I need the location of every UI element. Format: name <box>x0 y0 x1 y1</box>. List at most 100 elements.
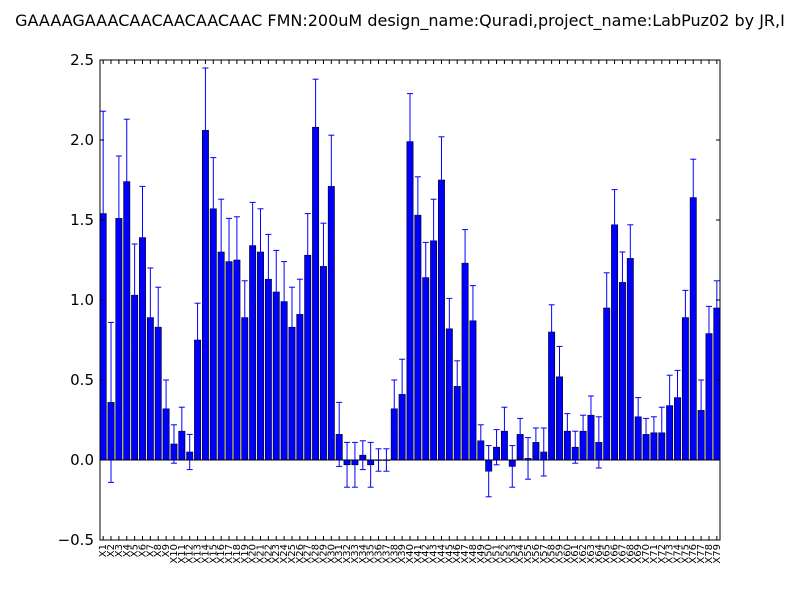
x-tick-label: X35 <box>366 544 377 564</box>
error-bar-X10 <box>170 424 177 464</box>
y-tick-label: −0.5 <box>58 531 94 549</box>
error-bar-X44 <box>438 136 445 224</box>
x-tick-label: X16 <box>216 544 227 564</box>
error-bar-X39 <box>399 358 406 431</box>
x-tick-label: X38 <box>389 544 400 564</box>
x-tick-label: X47 <box>460 544 471 564</box>
x-tick-label: X51 <box>492 544 503 564</box>
error-bar-X49 <box>477 424 484 458</box>
y-axis-ticks: −0.5 0.0 0.5 1.0 1.5 2.0 2.5 <box>58 51 720 549</box>
x-tick-label: X52 <box>499 544 510 564</box>
x-tick-label: X56 <box>531 544 542 564</box>
x-tick-label: X11 <box>177 544 188 564</box>
error-bar-X52 <box>501 406 508 456</box>
x-tick-label: X25 <box>287 544 298 564</box>
x-tick-label: X22 <box>263 544 274 564</box>
x-tick-label: X39 <box>397 544 408 564</box>
x-tick-label: X4 <box>122 544 133 557</box>
bar-X28 <box>312 126 320 461</box>
x-tick-label: X27 <box>303 544 314 564</box>
x-tick-label: X71 <box>649 544 660 564</box>
x-tick-label: X70 <box>641 544 652 564</box>
x-tick-label: X20 <box>248 544 259 564</box>
x-tick-label: X45 <box>444 544 455 564</box>
error-bar-X25 <box>288 286 295 368</box>
error-bar-X21 <box>257 208 264 296</box>
x-tick-label: X46 <box>452 544 463 564</box>
x-tick-label: X65 <box>602 544 613 564</box>
error-bar-X12 <box>186 433 193 471</box>
error-bar-X23 <box>273 249 280 335</box>
x-tick-label: X55 <box>523 544 534 564</box>
y-tick-label: 1.5 <box>70 211 94 229</box>
x-tick-label: X18 <box>232 544 243 564</box>
error-bar-X17 <box>226 217 233 306</box>
error-bar-X71 <box>650 416 657 450</box>
x-tick-label: X30 <box>326 544 337 564</box>
error-bar-X29 <box>320 222 327 311</box>
error-bar-X64 <box>595 416 602 469</box>
x-tick-label: X9 <box>161 544 172 557</box>
error-bar-X22 <box>265 233 272 325</box>
x-tick-label: X2 <box>106 544 117 557</box>
x-tick-label: X60 <box>562 544 573 564</box>
error-bar-X60 <box>564 413 571 450</box>
x-tick-label: X64 <box>594 544 605 564</box>
error-bar-X15 <box>210 157 217 261</box>
error-bar-X63 <box>587 395 594 435</box>
error-bar-X5 <box>131 243 138 347</box>
error-bar-X1 <box>100 110 107 317</box>
x-tick-label: X19 <box>240 544 251 564</box>
error-bar-X38 <box>391 379 398 439</box>
x-tick-label: X37 <box>381 544 392 564</box>
error-bar-X42 <box>422 241 429 314</box>
error-bars-layer <box>100 67 720 498</box>
error-bar-X73 <box>666 374 673 437</box>
x-tick-label: X57 <box>539 544 550 564</box>
error-bar-X6 <box>139 185 146 290</box>
error-bar-X75 <box>682 289 689 346</box>
x-tick-label: X36 <box>374 544 385 564</box>
error-bar-X59 <box>556 345 563 408</box>
x-tick-label: X42 <box>421 544 432 564</box>
error-bar-X40 <box>407 93 413 191</box>
x-tick-label: X61 <box>570 544 581 564</box>
x-tick-label: X76 <box>688 544 699 564</box>
error-bar-X2 <box>108 321 115 483</box>
error-bar-X55 <box>525 437 532 480</box>
x-tick-label: X72 <box>657 544 668 564</box>
error-bar-X28 <box>312 78 319 176</box>
x-tick-label: X63 <box>586 544 597 564</box>
y-tick-label: 0.5 <box>70 371 94 389</box>
error-bar-X45 <box>446 297 453 360</box>
x-tick-label: X13 <box>193 544 204 564</box>
error-bar-X24 <box>281 261 288 343</box>
x-tick-label: X23 <box>271 544 282 564</box>
error-bar-X77 <box>698 379 705 442</box>
error-bar-X51 <box>493 429 500 466</box>
x-tick-label: X59 <box>554 544 565 564</box>
x-tick-label: X29 <box>318 544 329 564</box>
x-tick-label: X50 <box>484 544 495 564</box>
x-tick-label: X12 <box>185 544 196 564</box>
x-tick-label: X32 <box>342 544 353 564</box>
error-bar-X57 <box>540 427 547 477</box>
error-bar-X68 <box>627 224 634 293</box>
error-bar-X67 <box>619 251 626 314</box>
error-bar-X27 <box>304 213 311 298</box>
x-tick-label: X75 <box>680 544 691 564</box>
error-bar-X13 <box>194 302 201 378</box>
x-tick-label: X69 <box>633 544 644 564</box>
error-bar-X33 <box>351 441 358 488</box>
x-tick-label: X73 <box>665 544 676 564</box>
x-tick-label: X68 <box>625 544 636 564</box>
x-tick-label: X8 <box>153 544 164 557</box>
x-tick-label: X78 <box>704 544 715 564</box>
x-tick-label: X28 <box>311 544 322 564</box>
error-bar-X47 <box>462 229 469 298</box>
error-bar-X32 <box>344 441 351 488</box>
x-tick-label: X41 <box>413 544 424 564</box>
error-bar-X4 <box>123 118 130 245</box>
error-bar-X20 <box>249 201 256 290</box>
